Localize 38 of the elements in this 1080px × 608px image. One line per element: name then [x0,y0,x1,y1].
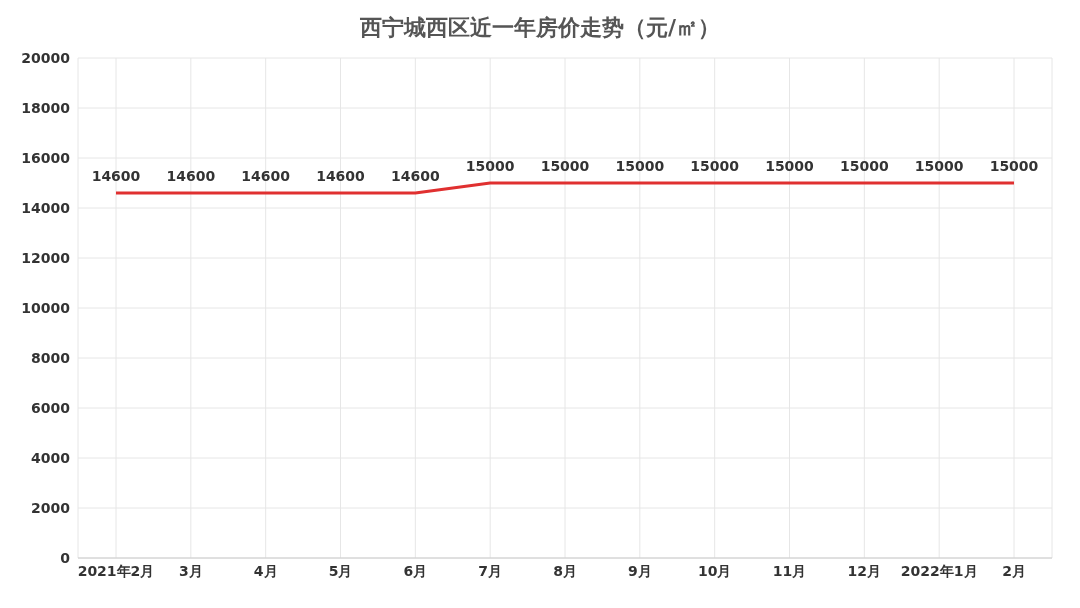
x-tick-label: 11月 [772,562,807,579]
x-tick-label: 6月 [403,562,428,579]
x-tick-label: 4月 [253,562,278,579]
x-tick-label: 7月 [478,562,503,579]
data-label: 15000 [914,158,964,174]
y-tick-label: 18000 [21,99,71,116]
data-label: 14600 [390,168,440,184]
data-label: 15000 [465,158,515,174]
x-tick-label: 2022年1月 [900,562,978,579]
x-tick-label: 8月 [553,562,577,579]
data-label: 15000 [765,158,815,174]
y-tick-label: 0 [60,549,71,566]
data-label: 15000 [540,158,590,174]
x-tick-label: 2021年2月 [77,562,155,579]
data-label: 15000 [690,158,740,174]
y-tick-label: 16000 [21,149,71,166]
y-tick-label: 8000 [31,349,71,366]
data-label: 14600 [166,168,216,184]
x-tick-label: 12月 [847,562,882,579]
y-tick-label: 20000 [21,49,71,66]
chart-title: 西宁城西区近一年房价走势（元/㎡） [358,14,721,42]
y-tick-label: 4000 [31,449,71,466]
data-label: 14600 [241,168,291,184]
data-label: 14600 [91,168,141,184]
data-label: 15000 [989,158,1039,174]
data-label: 15000 [839,158,889,174]
data-label: 15000 [615,158,665,174]
x-tick-label: 5月 [328,562,353,579]
x-tick-label: 9月 [627,562,652,579]
y-tick-label: 2000 [31,499,71,516]
x-tick-label: 2月 [1002,562,1026,579]
x-tick-label: 3月 [178,562,203,579]
y-tick-label: 6000 [31,399,71,416]
y-tick-label: 14000 [21,199,71,216]
x-tick-label: 10月 [697,562,732,579]
y-tick-label: 10000 [21,299,71,316]
y-tick-label: 12000 [21,249,71,266]
data-label: 14600 [316,168,366,184]
